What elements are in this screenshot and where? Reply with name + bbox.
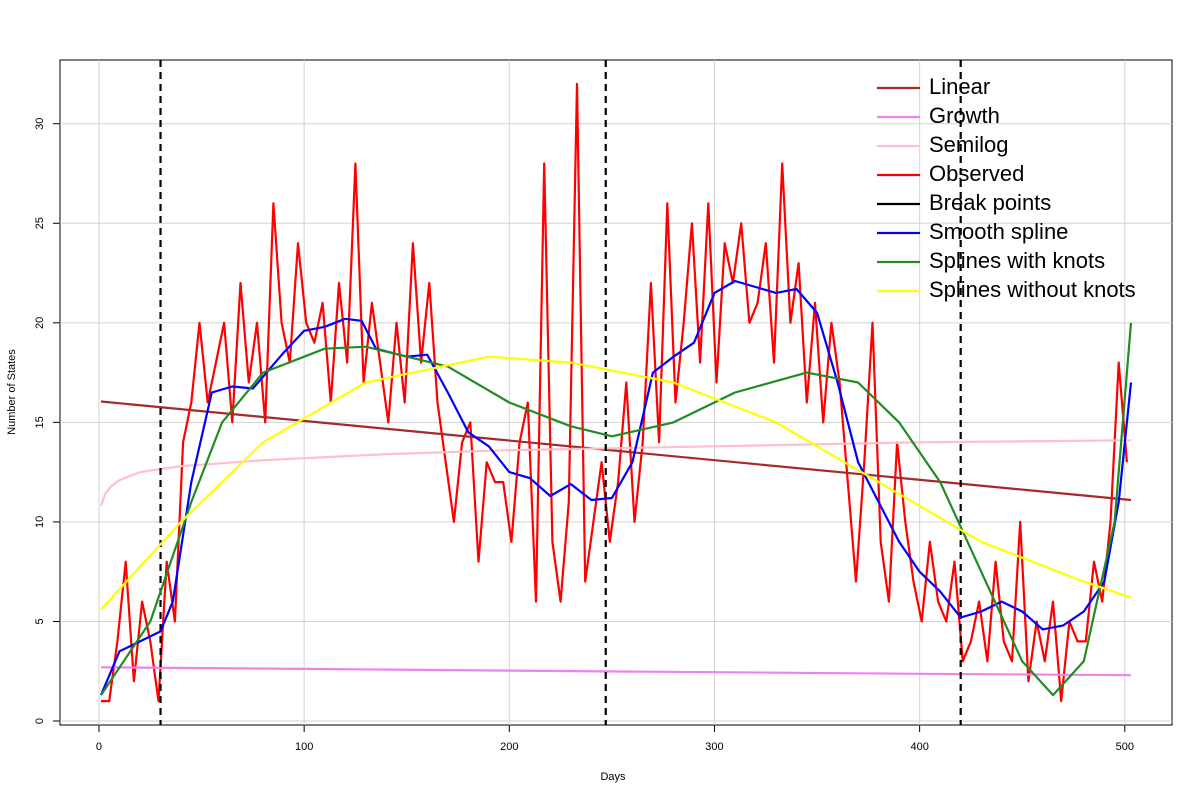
x-tick-label: 400 [910,741,928,753]
legend-label: Splines with knots [929,248,1105,273]
y-tick-label: 30 [34,118,46,130]
y-tick-label: 0 [34,718,46,724]
legend-label: Semilog [929,132,1008,157]
series-line [100,400,1132,502]
series-line [99,439,1132,507]
legend-label: Smooth spline [929,219,1068,244]
y-tick-label: 15 [34,416,46,428]
legend-label: Linear [929,74,990,99]
legend-label: Growth [929,103,1000,128]
legend-label: Splines without knots [929,277,1136,302]
x-tick-label: 100 [295,741,313,753]
x-tick-label: 500 [1116,741,1134,753]
x-tick-label: 300 [705,741,723,753]
legend-label: Break points [929,190,1051,215]
x-tick-label: 0 [96,741,102,753]
y-tick-label: 25 [34,217,46,229]
x-tick-label: 200 [500,741,518,753]
y-tick-label: 5 [34,618,46,624]
x-axis-label: Days [600,771,626,783]
plot-frame [59,59,1173,726]
y-axis-label: Number of States [6,349,18,435]
series-line [99,279,1133,696]
series-line [101,82,1128,703]
y-tick-label: 20 [34,317,46,329]
legend-label: Observed [929,161,1024,186]
series-line [100,355,1132,611]
series-line [100,322,1133,697]
y-tick-label: 10 [34,516,46,528]
series-line [100,666,1132,677]
